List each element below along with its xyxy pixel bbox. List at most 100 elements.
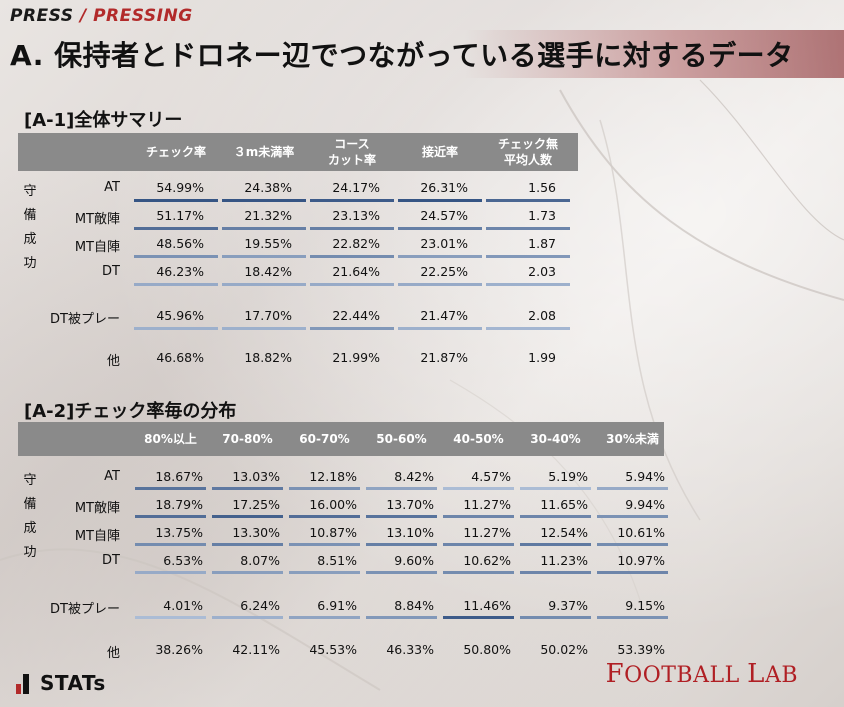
stats-logo-text: STATs <box>40 671 106 695</box>
table-cell: 6.91% <box>317 598 357 613</box>
table-cell: 17.25% <box>232 497 280 512</box>
table-cell: 38.26% <box>155 642 203 657</box>
value-bar <box>520 543 591 546</box>
value-bar <box>520 616 591 619</box>
value-bar <box>134 199 218 202</box>
table-cell: 11.27% <box>463 525 511 540</box>
table-cell: 17.70% <box>244 308 292 323</box>
side-label-char: 守 <box>23 184 37 199</box>
logo-l: L <box>747 659 765 689</box>
row-label: MT敵陣 <box>74 501 120 516</box>
value-bar <box>597 571 668 574</box>
value-bar <box>222 227 306 230</box>
row-label: 他 <box>106 354 120 369</box>
value-bar <box>520 515 591 518</box>
table-cell: 13.70% <box>386 497 434 512</box>
title-red-band <box>0 30 844 78</box>
table-cell: 10.62% <box>463 553 511 568</box>
value-bar <box>597 543 668 546</box>
table-cell: 1.56 <box>528 180 556 195</box>
value-bar <box>135 515 206 518</box>
table-cell: 11.27% <box>463 497 511 512</box>
column-header: チェック率 <box>145 144 206 159</box>
column-header: 70-80% <box>222 431 273 446</box>
value-bar <box>486 199 570 202</box>
table-cell: 10.61% <box>617 525 665 540</box>
table-cell: 22.82% <box>332 236 380 251</box>
value-bar <box>212 487 283 490</box>
table-cell: 22.44% <box>332 308 380 323</box>
value-bar <box>134 255 218 258</box>
table-cell: 22.25% <box>420 264 468 279</box>
value-bar <box>310 283 394 286</box>
table-cell: 19.55% <box>244 236 292 251</box>
value-bar <box>310 255 394 258</box>
value-bar <box>366 543 437 546</box>
table-cell: 8.51% <box>317 553 357 568</box>
table-cell: 5.19% <box>548 469 588 484</box>
table-header: 80%以上 70-80% 60-70% 50-60% 40-50% 30-40% 30%未満 <box>18 422 664 456</box>
logo-ootball: OOTBALL <box>624 663 748 688</box>
table-cell: 1.73 <box>528 208 556 223</box>
table-cell: 18.42% <box>244 264 292 279</box>
table-cell: 18.79% <box>155 497 203 512</box>
value-bar <box>398 327 482 330</box>
table-cell: 13.75% <box>155 525 203 540</box>
side-label-char: 守 <box>23 473 37 488</box>
column-header: 30-40% <box>530 431 581 446</box>
table-cell: 1.99 <box>528 350 556 365</box>
stats-logo: STATs <box>16 671 106 695</box>
table-cell: 46.68% <box>156 350 204 365</box>
value-bar <box>212 515 283 518</box>
row-label: DT被プレー <box>50 602 120 617</box>
value-bar <box>366 571 437 574</box>
table-cell: 46.33% <box>386 642 434 657</box>
table-cell: 24.38% <box>244 180 292 195</box>
value-bar <box>222 199 306 202</box>
side-label-char: 成 <box>23 521 37 536</box>
table-cell: 23.13% <box>332 208 380 223</box>
row-label: DT <box>102 553 120 568</box>
row-label: MT敵陣 <box>74 212 120 227</box>
side-label-defense-success: 守備成功 <box>22 469 38 565</box>
table-cell: 24.17% <box>332 180 380 195</box>
value-bar <box>398 227 482 230</box>
table-cell: 21.47% <box>420 308 468 323</box>
value-bar <box>222 283 306 286</box>
table-cell: 6.53% <box>163 553 203 568</box>
kicker-slash: / <box>73 6 94 26</box>
value-bar <box>597 616 668 619</box>
section-a2-title: [A-2]チェック率毎の分布 <box>24 401 237 422</box>
column-header: チェック無 平均人数 <box>497 136 558 167</box>
table-cell: 4.57% <box>471 469 511 484</box>
row-label: DT被プレー <box>50 312 120 327</box>
side-label-defense-success: 守備成功 <box>22 180 38 276</box>
value-bar <box>486 227 570 230</box>
page-title: A. 保持者とドロネー辺でつながっている選手に対するデータ <box>10 39 794 72</box>
table-cell: 10.97% <box>617 553 665 568</box>
value-bar <box>398 283 482 286</box>
table-cell: 9.37% <box>548 598 588 613</box>
table-cell: 11.65% <box>540 497 588 512</box>
value-bar <box>134 227 218 230</box>
table-cell: 11.23% <box>540 553 588 568</box>
value-bar <box>289 616 360 619</box>
table-cell: 51.17% <box>156 208 204 223</box>
logo-f: F <box>605 659 625 689</box>
column-header: 接近率 <box>421 144 458 159</box>
football-lab-logo: FOOTBALL LAB <box>606 659 798 689</box>
table-cell: 16.00% <box>309 497 357 512</box>
kicker-press: PRESS <box>10 6 74 26</box>
table-cell: 9.94% <box>625 497 665 512</box>
table-cell: 26.31% <box>420 180 468 195</box>
table-header: チェック率 ３m未満率 コース カット率 接近率 チェック無 平均人数 <box>18 133 578 171</box>
table-cell: 8.84% <box>394 598 434 613</box>
row-label: AT <box>104 180 120 195</box>
table-cell: 8.07% <box>240 553 280 568</box>
table-cell: 13.10% <box>386 525 434 540</box>
value-bar <box>443 616 514 619</box>
column-header: 60-70% <box>299 431 350 446</box>
kicker-pressing: PRESSING <box>93 6 193 26</box>
table-cell: 45.96% <box>156 308 204 323</box>
table-cell: 21.87% <box>420 350 468 365</box>
